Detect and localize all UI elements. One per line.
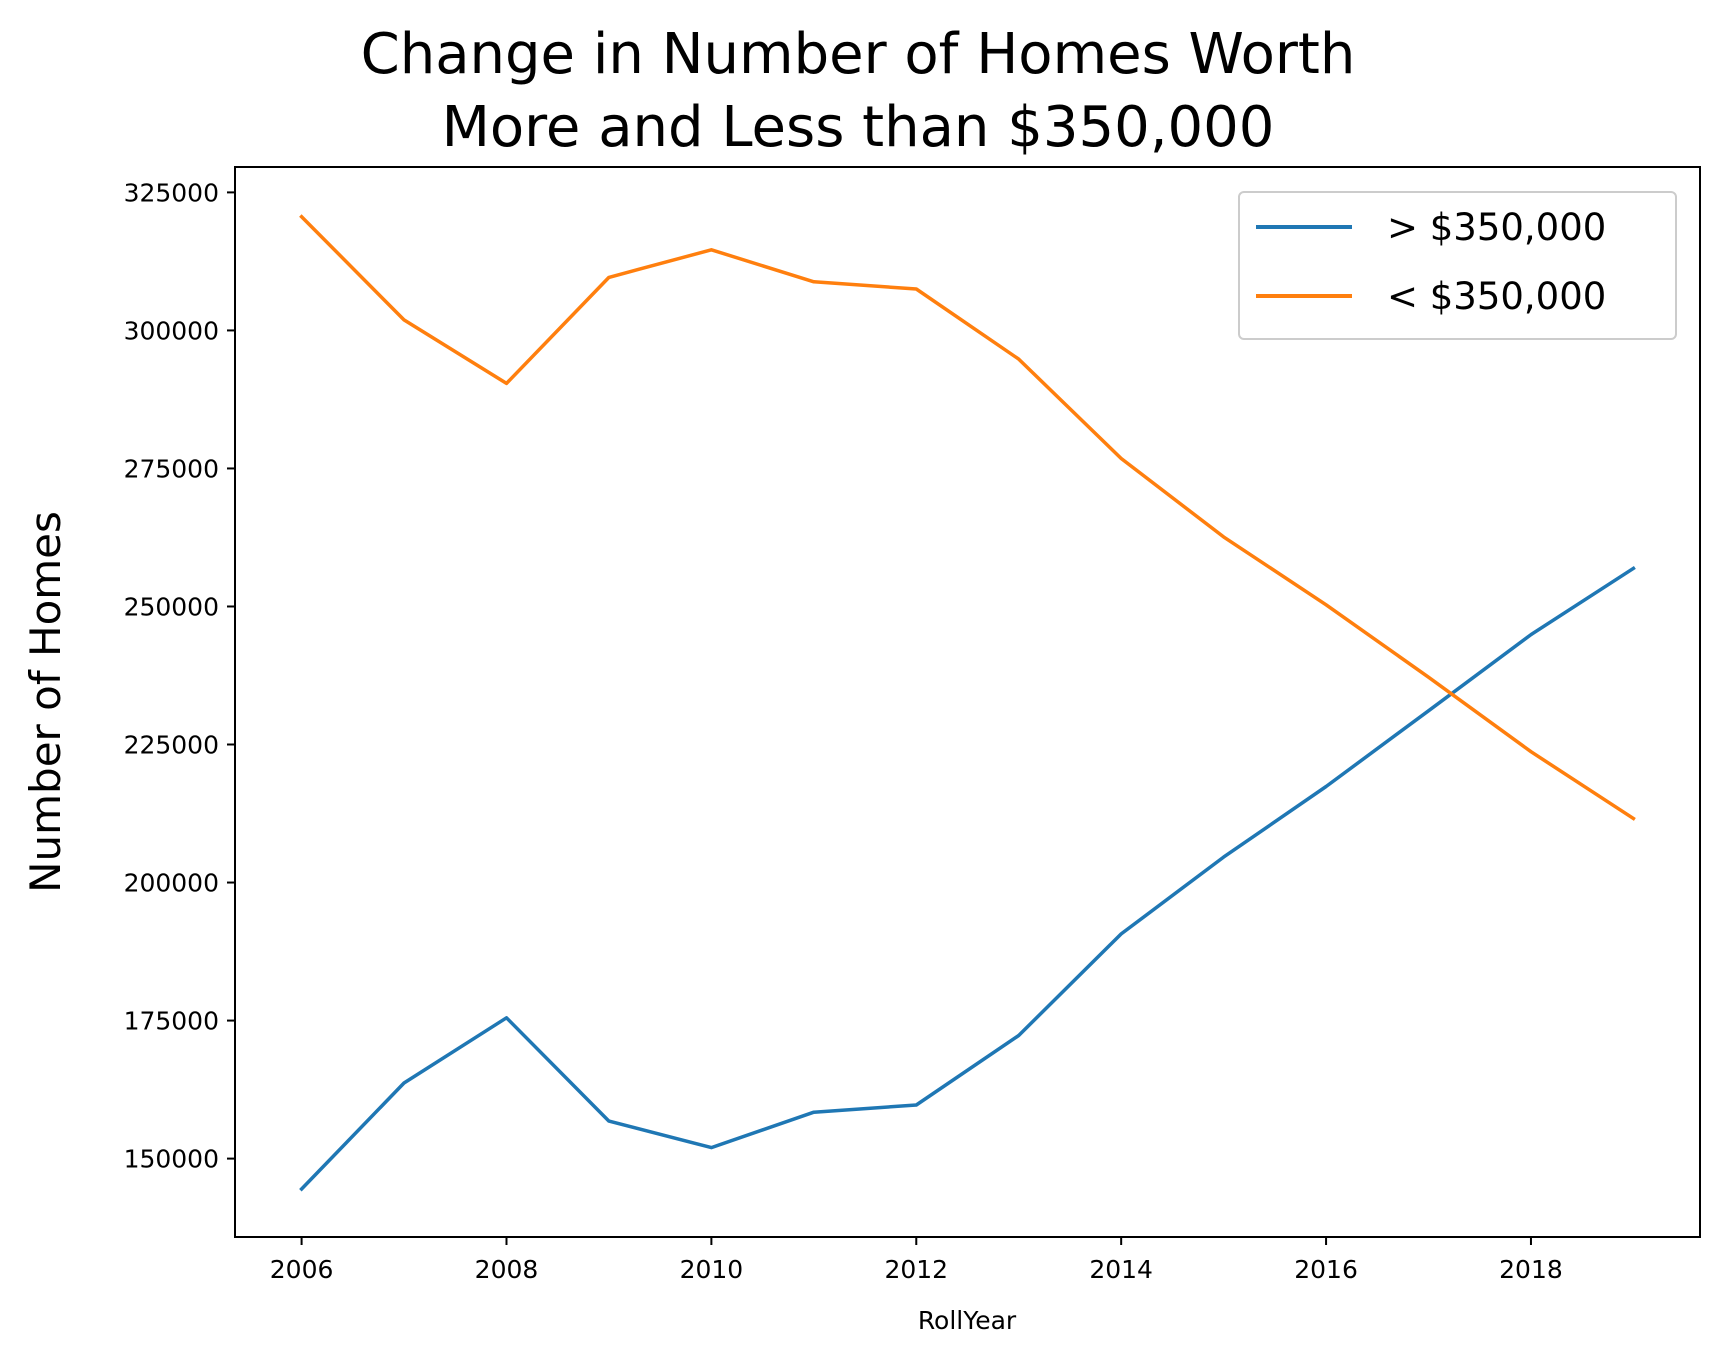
series-line-below-350000 [299, 214, 1636, 821]
y-tick-label: 300000 [124, 316, 219, 345]
x-tick-label: 2014 [1089, 1255, 1153, 1284]
chart-title-line-1: Change in Number of Homes Worth [361, 22, 1356, 87]
y-tick-label: 200000 [124, 869, 219, 898]
x-tick-label: 2018 [1499, 1255, 1563, 1284]
x-tick-label: 2008 [475, 1255, 539, 1284]
x-tick-label: 2010 [680, 1255, 744, 1284]
plot-area-frame [234, 166, 1701, 1238]
y-tick-label: 275000 [124, 454, 219, 483]
series-line-above-350000 [299, 565, 1636, 1192]
x-tick-label: 2016 [1294, 1255, 1358, 1284]
x-axis: 2006 2008 2010 2012 2014 2016 2018 [270, 1237, 1563, 1284]
x-tick-label: 2012 [884, 1255, 948, 1284]
legend: > $350,000 < $350,000 [1238, 191, 1677, 340]
y-axis-label: Number of Homes [21, 511, 70, 893]
series-lines [299, 214, 1636, 1192]
y-tick-label: 225000 [124, 731, 219, 760]
y-tick-label: 150000 [124, 1145, 219, 1174]
y-tick-label: 325000 [124, 178, 219, 207]
x-axis-label: RollYear [918, 1306, 1017, 1335]
y-tick-label: 175000 [124, 1007, 219, 1036]
chart-title-line-2: More and Less than $350,000 [442, 95, 1275, 160]
legend-label-below-350000: < $350,000 [1387, 275, 1606, 318]
y-tick-label: 250000 [124, 592, 219, 621]
legend-label-above-350000: > $350,000 [1387, 206, 1606, 249]
y-axis: 150000 175000 200000 225000 250000 275000 3000… [124, 178, 235, 1174]
x-tick-label: 2006 [270, 1255, 334, 1284]
